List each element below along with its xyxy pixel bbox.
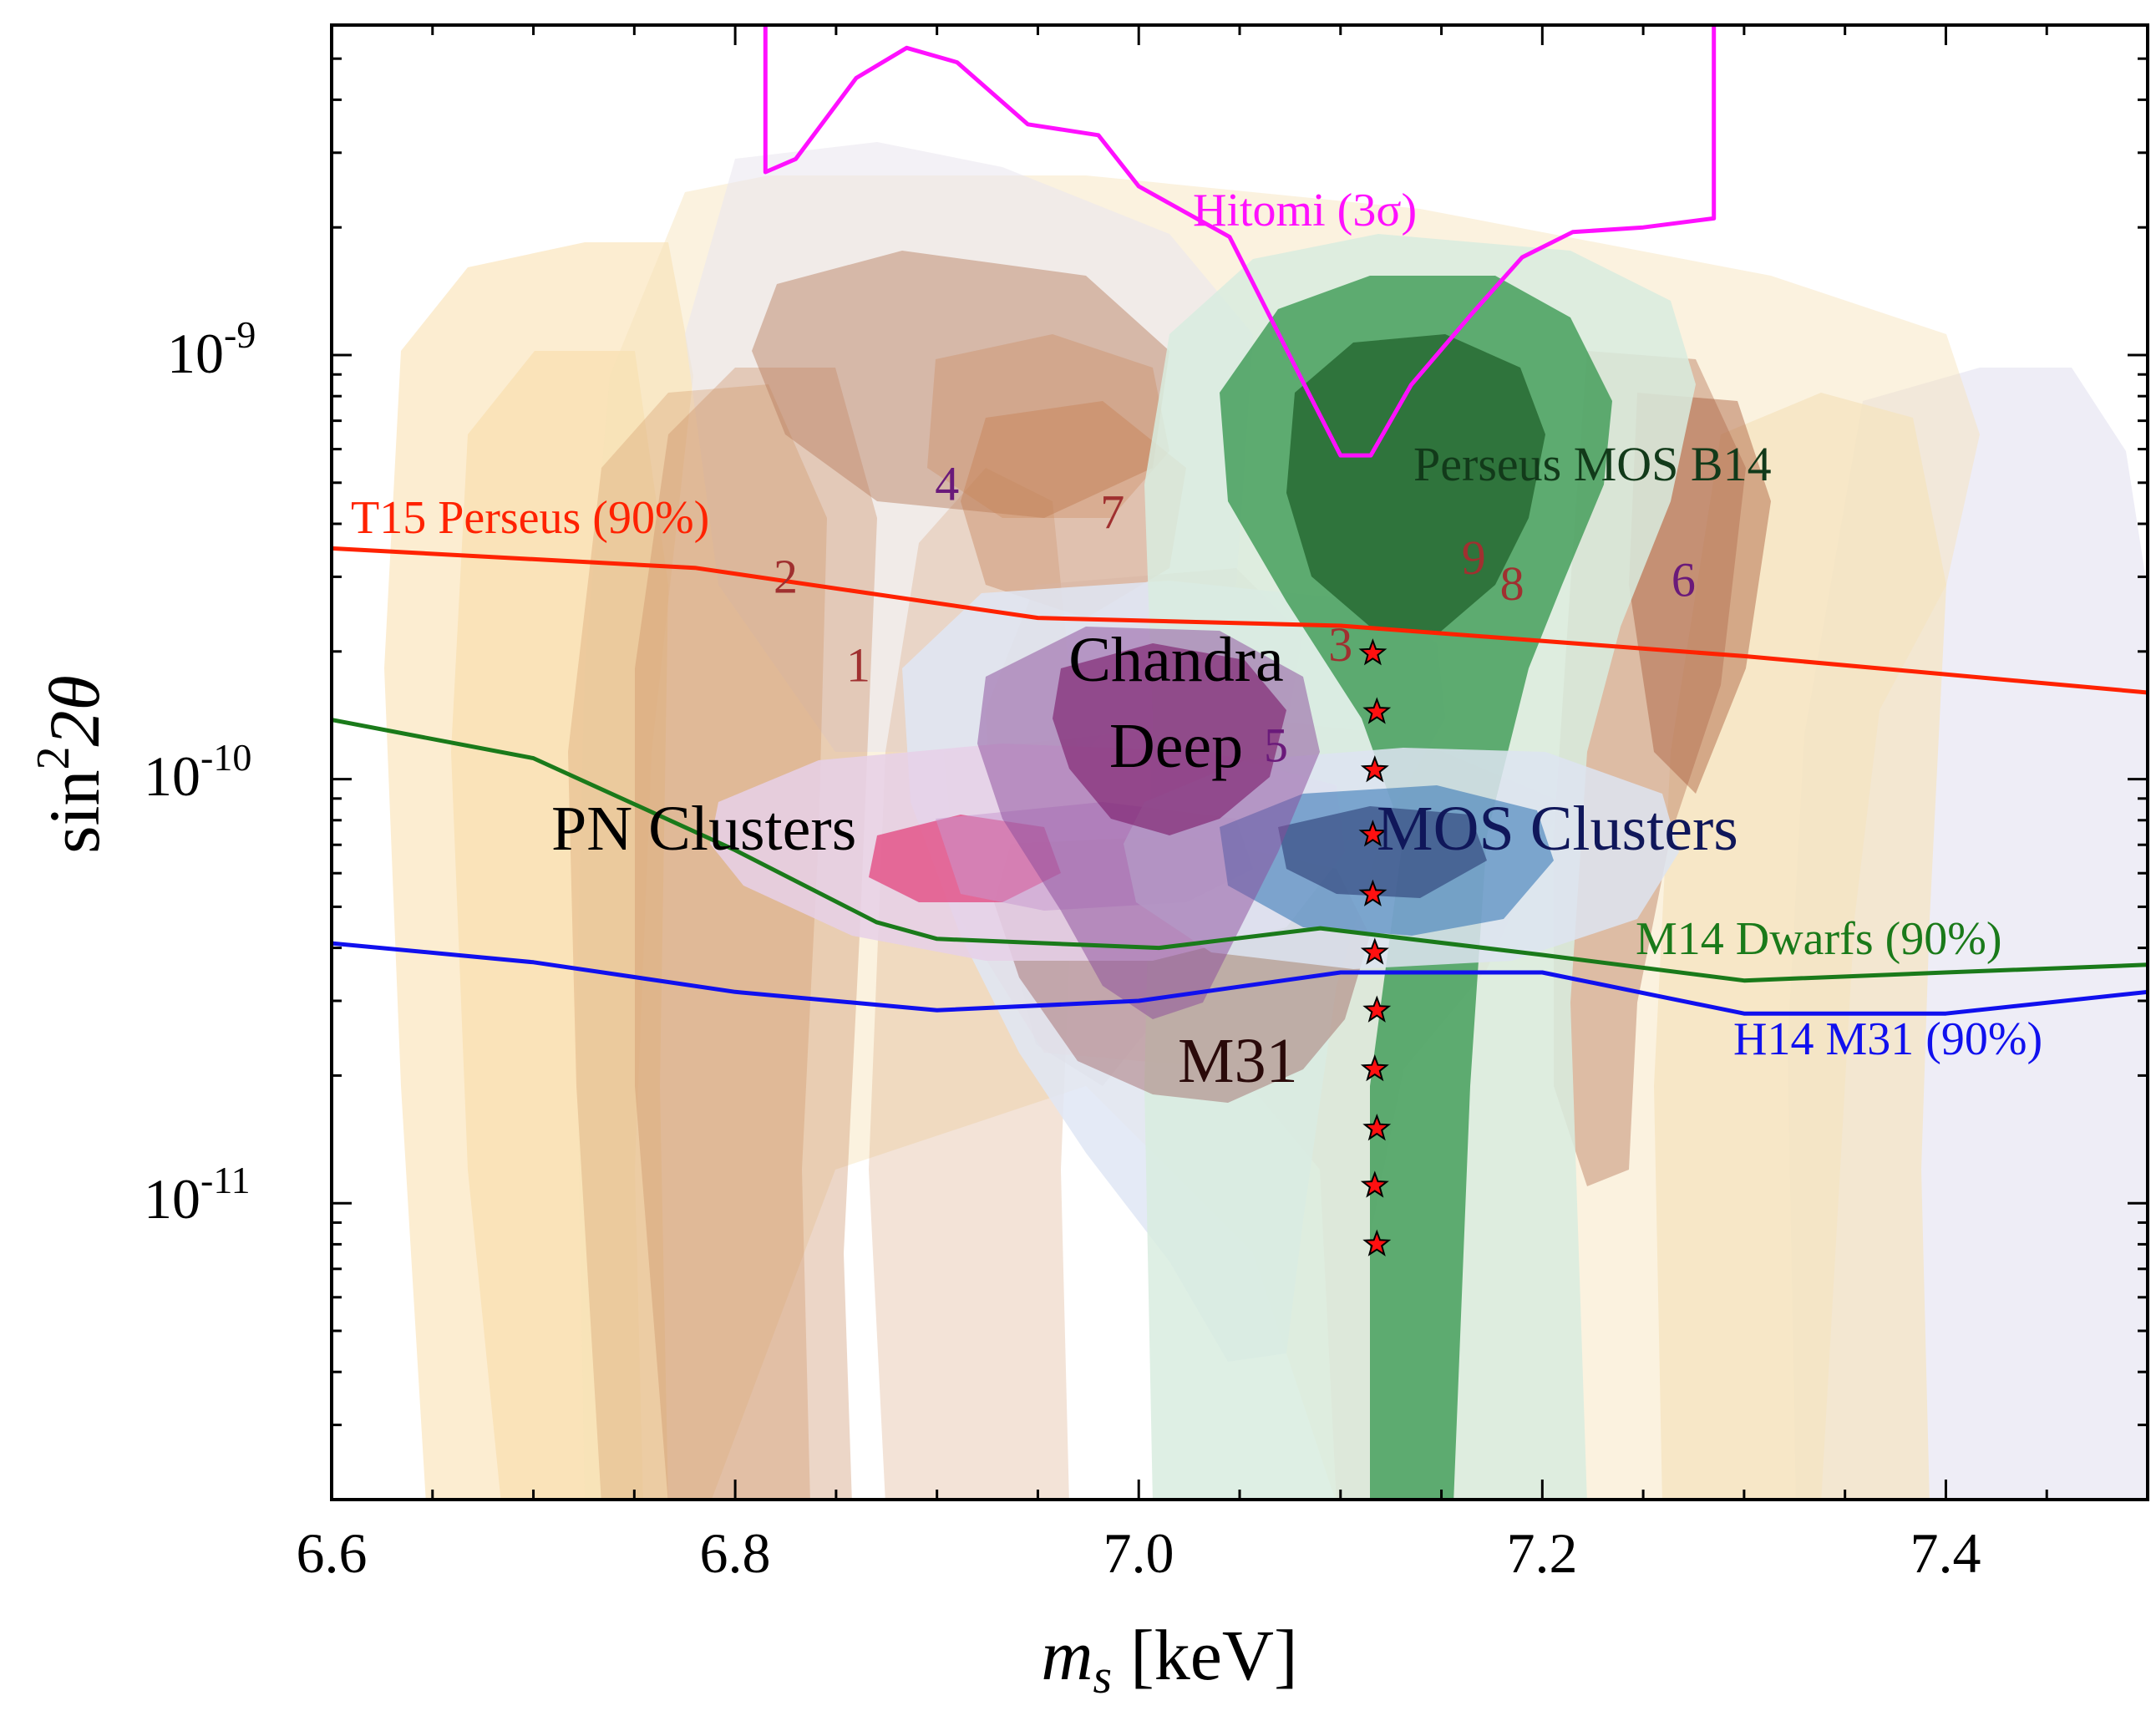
pn-clusters-label: PN Clusters	[551, 794, 856, 864]
x-tick-label-7.0: 7.0	[1103, 1521, 1174, 1585]
t15-perseus-label: T15 Perseus (90%)	[351, 492, 709, 544]
y-tick-base: 10	[167, 322, 224, 385]
star-marker	[1360, 1053, 1389, 1082]
y-axis-label-main: sin	[34, 769, 114, 853]
number-label: 4	[935, 457, 959, 511]
line-h14-m31-90	[332, 941, 2148, 1016]
y-tick-exp: -10	[200, 736, 251, 779]
x-axis-label-unit: [keV]	[1130, 1615, 1298, 1695]
star-marker	[1360, 1170, 1389, 1198]
star-marker	[1358, 638, 1387, 666]
number-label: 3	[1328, 617, 1352, 672]
y-tick-exp: -11	[200, 1159, 251, 1201]
contour-regions	[384, 142, 2147, 1500]
x-axis-label: ms [keV]	[1041, 1615, 1297, 1703]
number-label: 9	[1462, 530, 1486, 585]
star-marker	[1362, 1229, 1392, 1256]
number-label: 7	[1100, 485, 1124, 540]
x-tick-label-6.6: 6.6	[297, 1521, 368, 1585]
x-axis-label-main: m	[1041, 1615, 1093, 1695]
mos-clusters-label: MOS Clusters	[1377, 794, 1738, 864]
x-tick-label-7.2: 7.2	[1507, 1521, 1578, 1585]
sample-stars	[1358, 638, 1392, 1256]
y-axis-label-sup: 2	[28, 746, 79, 769]
line-m14-dwarfs-90	[332, 718, 2148, 983]
number-label: 2	[774, 550, 798, 604]
star-marker	[1362, 697, 1392, 724]
x-axis-label-sub: s	[1093, 1649, 1112, 1703]
chandra-deep-region	[977, 627, 1320, 1019]
star-marker	[1358, 820, 1387, 847]
line-labels: T15 Perseus (90%) M14 Dwarfs (90%) H14 M…	[351, 185, 2042, 1065]
star-marker	[1362, 995, 1392, 1023]
chandra-deep-label-line2: Deep	[1109, 711, 1243, 781]
x-tick-label-7.4: 7.4	[1910, 1521, 1981, 1585]
y-tick-exp: -9	[224, 313, 256, 356]
star-marker	[1360, 754, 1389, 783]
y-tick-label-1e-11: 10-11	[144, 1159, 251, 1231]
number-labels: 12 3 4 5 6 7 89	[774, 457, 1696, 773]
axis-ticks	[330, 25, 2149, 1501]
number-label: 6	[1672, 553, 1696, 607]
m31-label: M31	[1178, 1026, 1298, 1096]
number-label: 1	[846, 638, 870, 693]
number-label: 8	[1500, 556, 1524, 611]
star-marker	[1360, 937, 1389, 965]
star-marker	[1358, 879, 1387, 906]
y-tick-label-1e-9: 10-9	[167, 313, 256, 385]
line-hitomi-3	[763, 25, 1717, 458]
h14-m31-label: H14 M31 (90%)	[1733, 1013, 2042, 1065]
y-tick-labels: 10-11 10-10 10-9	[144, 313, 256, 1231]
hitomi-label: Hitomi (3σ)	[1193, 185, 1417, 236]
x-tick-labels: 6.6 6.8 7.0 7.2 7.4	[297, 1521, 1981, 1585]
y-axis-label-tail: 2θ	[34, 675, 114, 746]
y-tick-label-1e-10: 10-10	[144, 736, 251, 808]
y-axis-label: sin22θ	[28, 675, 114, 854]
x-tick-label-6.8: 6.8	[700, 1521, 771, 1585]
star-marker	[1362, 1113, 1392, 1141]
y-tick-base: 10	[144, 1167, 200, 1231]
m14-dwarfs-label: M14 Dwarfs (90%)	[1636, 913, 2002, 965]
chandra-deep-label-line1: Chandra	[1068, 625, 1283, 695]
y-tick-base: 10	[144, 744, 200, 808]
number-label: 5	[1264, 718, 1288, 773]
region-labels: PN Clusters MOS Clusters Chandra Deep Pe…	[551, 437, 1772, 1096]
perseus-mos-label: Perseus MOS B14	[1413, 437, 1772, 491]
line-t15-perseus-90	[332, 546, 2148, 695]
exclusion-lines	[332, 25, 2148, 1016]
